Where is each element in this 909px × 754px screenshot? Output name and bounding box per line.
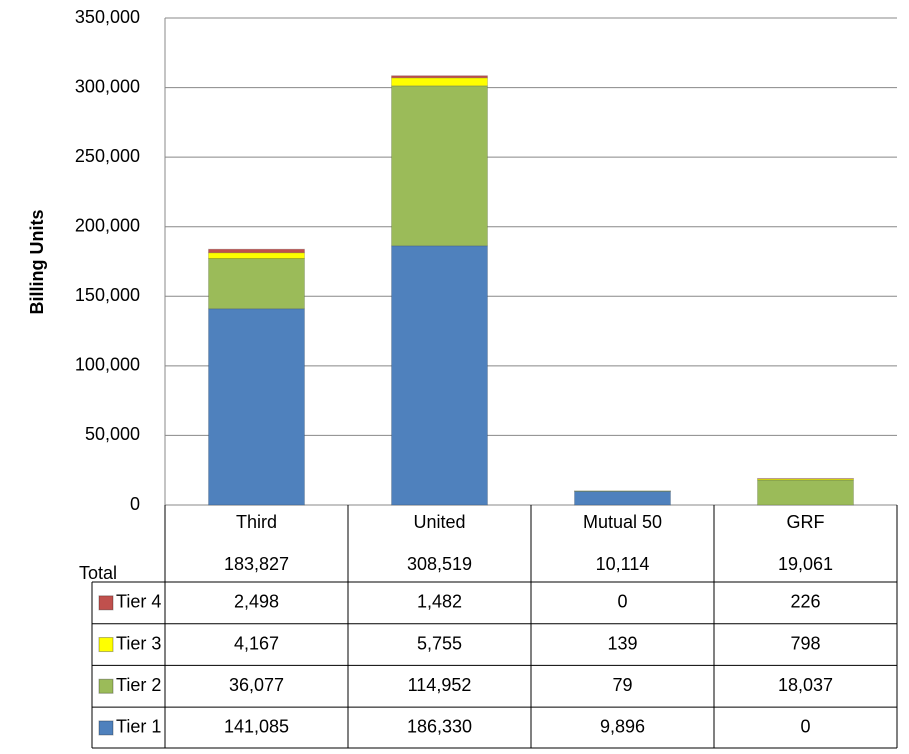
bar-segment: [392, 246, 488, 505]
table-value: 9,896: [600, 717, 645, 737]
bar-segment: [209, 253, 305, 259]
bar-segment: [209, 249, 305, 252]
table-value: 5,755: [417, 633, 462, 653]
y-axis-label: Billing Units: [27, 210, 47, 315]
legend-swatch: [99, 596, 113, 610]
bar-segment: [392, 78, 488, 86]
table-value: 139: [607, 633, 637, 653]
table-value: 2,498: [234, 592, 279, 612]
table-value: 114,952: [408, 675, 472, 695]
bar-segment: [758, 480, 854, 505]
legend-label: Tier 2: [116, 675, 161, 695]
bar-segment: [392, 86, 488, 246]
table-value: 79: [612, 675, 632, 695]
table-value: 18,037: [778, 675, 833, 695]
legend-swatch: [99, 679, 113, 693]
table-value: 186,330: [407, 717, 472, 737]
y-tick-label: 350,000: [75, 7, 140, 27]
table-value: 4,167: [234, 633, 279, 653]
total-value: 10,114: [596, 554, 650, 574]
table-value: 0: [617, 592, 627, 612]
legend-swatch: [99, 721, 113, 735]
y-tick-label: 100,000: [75, 355, 140, 375]
table-value: 1,482: [417, 592, 462, 612]
bar-segment: [209, 309, 305, 505]
table-value: 0: [800, 717, 810, 737]
x-tick-label: GRF: [787, 512, 825, 532]
bar-segment: [392, 76, 488, 78]
table-value: 798: [790, 633, 820, 653]
x-tick-label: Mutual 50: [583, 512, 662, 532]
total-value: 308,519: [407, 554, 472, 574]
y-tick-label: 150,000: [75, 285, 140, 305]
y-tick-label: 200,000: [75, 215, 140, 235]
legend-swatch: [99, 638, 113, 652]
y-tick-label: 300,000: [75, 76, 140, 96]
total-value: 183,827: [224, 554, 289, 574]
x-tick-label: Third: [236, 512, 277, 532]
y-tick-label: 50,000: [85, 424, 140, 444]
y-tick-label: 250,000: [75, 146, 140, 166]
total-value: 19,061: [778, 554, 833, 574]
table-value: 141,085: [224, 717, 289, 737]
x-tick-label: United: [413, 512, 465, 532]
legend-label: Tier 3: [116, 633, 161, 653]
legend-label: Tier 1: [116, 717, 161, 737]
table-value: 226: [790, 592, 820, 612]
table-value: 36,077: [229, 675, 284, 695]
y-tick-label: 0: [130, 494, 140, 514]
total-label: Total: [79, 563, 117, 583]
bar-segment: [575, 491, 671, 505]
bar-segment: [209, 258, 305, 308]
legend-label: Tier 4: [116, 592, 161, 612]
